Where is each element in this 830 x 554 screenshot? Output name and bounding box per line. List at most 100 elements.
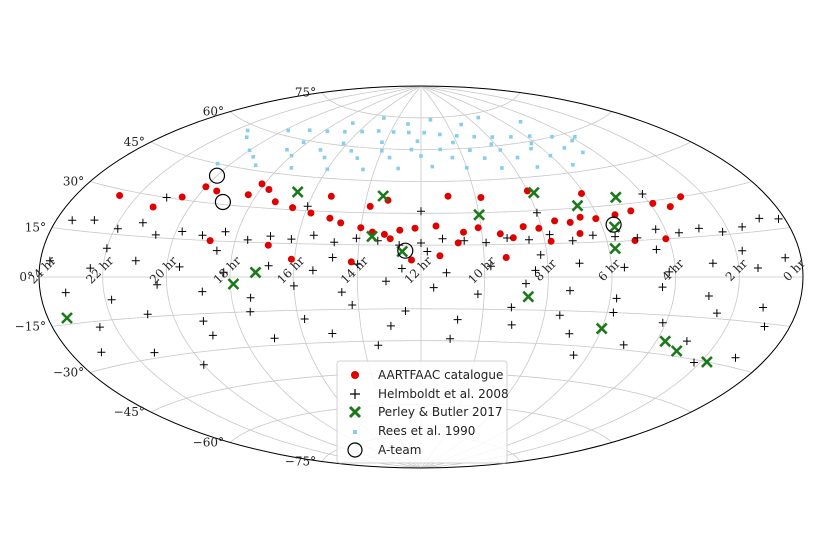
helmboldt-point	[300, 315, 309, 323]
helmboldt-point	[694, 224, 703, 233]
aartfaac-point	[631, 237, 639, 244]
legend-item-rees: Rees et al. 1990	[353, 424, 475, 438]
dec-tick-label: 60°	[203, 105, 224, 119]
helmboldt-point	[774, 214, 783, 223]
helmboldt-point	[397, 264, 406, 273]
rees-point	[253, 163, 258, 168]
helmboldt-point	[522, 279, 530, 288]
helmboldt-point	[651, 225, 660, 234]
aartfaac-point	[411, 224, 419, 232]
helmboldt-point	[417, 239, 425, 247]
parallel-line	[321, 92, 521, 119]
helmboldt-point	[675, 228, 683, 237]
helmboldt-point	[781, 253, 790, 262]
aartfaac-point	[178, 193, 186, 201]
rees-point	[301, 140, 306, 145]
helmboldt-point	[690, 358, 698, 367]
rees-point	[251, 155, 255, 159]
perley-point	[700, 355, 713, 368]
aartfaac-point	[477, 194, 485, 201]
rees-point	[428, 118, 433, 122]
helmboldt-point	[438, 234, 447, 243]
helmboldt-point	[97, 348, 106, 357]
rees-point	[527, 134, 532, 138]
ateam-point	[397, 242, 414, 259]
rees-point	[509, 135, 513, 139]
helmboldt-point	[665, 267, 674, 276]
helmboldt-point	[738, 222, 747, 231]
aartfaac-point	[264, 241, 272, 249]
rees-point	[391, 130, 396, 134]
rees-point	[376, 129, 381, 133]
aartfaac-point	[357, 224, 365, 232]
perley-point	[227, 278, 240, 290]
aartfaac-point	[677, 193, 685, 201]
rees-point	[380, 149, 384, 153]
helmboldt-point	[460, 236, 469, 245]
perley-point	[609, 191, 622, 204]
aartfaac-point	[502, 254, 510, 261]
rees-point	[515, 155, 520, 160]
aartfaac-point	[213, 187, 221, 195]
helmboldt-point	[423, 247, 432, 256]
rees-point	[409, 147, 414, 152]
helmboldt-point	[221, 227, 230, 236]
helmboldt-point	[531, 266, 540, 275]
plot-frame	[38, 85, 804, 469]
rees-point	[451, 140, 455, 145]
helmboldt-point	[150, 348, 159, 357]
dec-tick-label: 15°	[25, 221, 46, 235]
helmboldt-point	[658, 318, 667, 327]
rees-point	[247, 148, 252, 153]
aartfaac-point	[578, 190, 585, 197]
rees-point	[415, 139, 420, 143]
helmboldt-point	[264, 261, 273, 270]
aartfaac-point	[432, 222, 440, 230]
aartfaac-point	[327, 192, 335, 200]
helmboldt-point	[712, 309, 721, 318]
helmboldt-point	[566, 286, 574, 295]
aartfaac-point	[444, 192, 452, 200]
aartfaac-point	[535, 224, 543, 232]
rees-point	[387, 155, 392, 160]
helmboldt-point	[612, 294, 621, 303]
aartfaac-point	[576, 230, 584, 237]
helmboldt-point	[289, 281, 298, 290]
rees-point	[419, 154, 423, 158]
helmboldt-point	[429, 283, 438, 292]
helmboldt-point	[633, 233, 642, 242]
helmboldt-point	[266, 232, 275, 241]
helmboldt-point	[352, 234, 361, 243]
helmboldt-point	[507, 320, 516, 329]
helmboldt-point	[525, 235, 533, 244]
aartfaac-point	[380, 230, 388, 238]
parallel-line	[150, 141, 692, 182]
aartfaac-point	[454, 239, 462, 247]
helmboldt-point	[619, 340, 628, 349]
rees-point	[341, 141, 346, 146]
aartfaac-point	[244, 191, 252, 199]
perley-point	[670, 345, 683, 357]
rees-point	[351, 121, 355, 125]
rees-point	[422, 130, 426, 135]
ateam-point	[605, 216, 622, 233]
helmboldt-point	[162, 193, 171, 202]
helmboldt-point	[143, 310, 152, 319]
helmboldt-point	[507, 303, 516, 312]
dec-tick-label: 0°	[19, 270, 33, 284]
helmboldt-point	[401, 307, 410, 315]
helmboldt-point	[212, 246, 221, 255]
perley-point	[527, 186, 540, 199]
ateam-point	[214, 193, 231, 211]
helmboldt-point	[609, 308, 618, 317]
perley-point	[659, 335, 672, 348]
dec-tick-label: −15°	[15, 319, 46, 333]
rees-point	[573, 135, 577, 139]
legend-label: Helmboldt et al. 2008	[378, 387, 509, 401]
rees-point	[361, 167, 365, 172]
rees-point	[562, 146, 567, 150]
perley-point	[595, 322, 608, 335]
helmboldt-point	[658, 283, 667, 292]
ra-tick-label: 14 hr	[338, 254, 371, 287]
